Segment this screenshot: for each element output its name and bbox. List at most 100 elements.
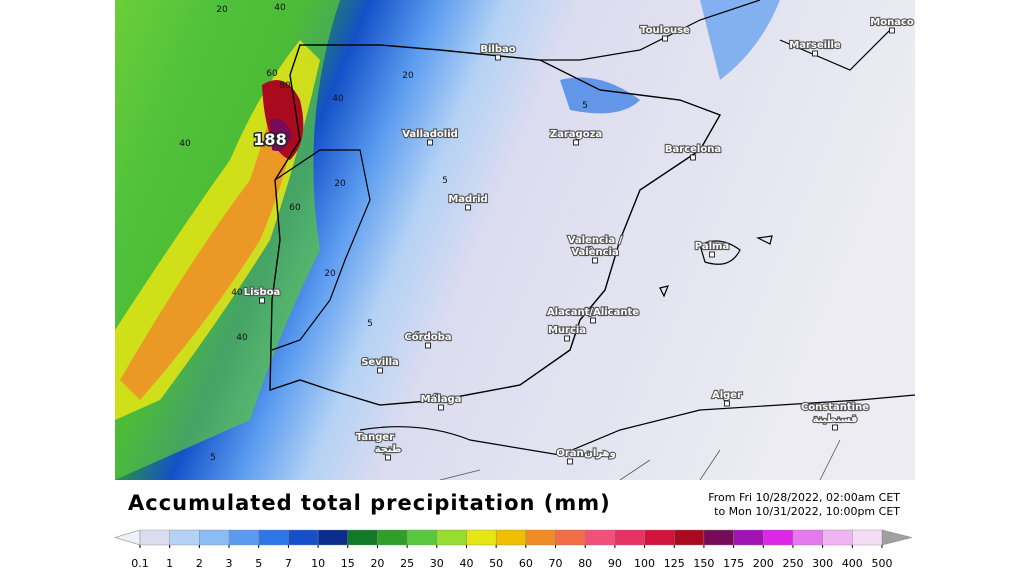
colorbar-label: 20 (370, 557, 384, 570)
contour-label: 5 (582, 101, 588, 111)
contour-label: 40 (274, 3, 286, 13)
city-marker (425, 342, 431, 349)
contour-label: 40 (231, 288, 243, 298)
contour-label: 5 (442, 176, 448, 186)
contour-label: 60 (266, 69, 278, 79)
colorbar-swatch (199, 529, 230, 546)
city-marker (377, 367, 383, 374)
colorbar-label: 80 (578, 557, 592, 570)
colorbar-label: 500 (872, 557, 893, 570)
city-label: Murcia (548, 325, 586, 336)
colorbar-label: 250 (782, 557, 803, 570)
city-label: Oran (556, 448, 583, 459)
city-marker (662, 35, 668, 42)
city-marker (259, 297, 265, 304)
colorbar-label: 5 (255, 557, 262, 570)
contour-label: 188 (253, 130, 286, 149)
contour-label: 20 (324, 269, 336, 279)
colorbar-label: 10 (311, 557, 325, 570)
map-labels: Toulouse Marseille Monaco Bilbao Valladolid Z… (179, 3, 915, 465)
city-marker (690, 154, 696, 161)
contour-label: 60 (289, 203, 301, 213)
colorbar-swatch (703, 529, 734, 546)
colorbar-label: 30 (430, 557, 444, 570)
colorbar-label: 300 (812, 557, 833, 570)
city-marker (724, 400, 730, 407)
colorbar-swatch (644, 529, 675, 546)
city-label: Toulouse (640, 25, 690, 36)
colorbar-label: 7 (285, 557, 292, 570)
city-label: وهران (584, 448, 615, 459)
colorbar-label: 1 (166, 557, 173, 570)
city-label: Valencia / (568, 235, 623, 246)
contour-label: 5 (367, 319, 373, 329)
colorbar-swatch (169, 529, 200, 546)
city-label: València (571, 246, 618, 258)
colorbar-swatch (674, 529, 705, 546)
colorbar-label: 100 (634, 557, 655, 570)
city-marker (465, 204, 471, 211)
colorbar-swatch (139, 529, 170, 546)
colorbar-label: 90 (608, 557, 622, 570)
city-marker (567, 458, 573, 465)
city-label: قسنطينة (813, 414, 858, 425)
colorbar-label: 3 (226, 557, 233, 570)
colorbar-label: 125 (664, 557, 685, 570)
colorbar-swatch (258, 529, 289, 546)
colorbar-swatch (792, 529, 823, 546)
colorbar-swatch (614, 529, 645, 546)
colorbar-label: 200 (753, 557, 774, 570)
colorbar-swatch (585, 529, 616, 546)
city-label: Bilbao (480, 44, 515, 55)
city-marker (812, 50, 818, 57)
city-label: Sevilla (361, 357, 399, 368)
colorbar-swatch (377, 529, 408, 546)
contour-label: 20 (216, 5, 228, 15)
colorbar-swatch (733, 529, 764, 546)
colorbar-label: 40 (459, 557, 473, 570)
city-label: Monaco (870, 17, 914, 28)
colorbar-swatch (822, 529, 853, 546)
map (115, 0, 915, 480)
city-marker (438, 404, 444, 411)
colorbar-label: 15 (341, 557, 355, 570)
city-label: طنجة (375, 444, 402, 455)
title: Accumulated total precipitation (mm) (128, 491, 611, 515)
colorbar-over (881, 529, 913, 546)
colorbar-swatch (763, 529, 794, 546)
colorbar-swatch (466, 529, 497, 546)
city-label: Córdoba (404, 331, 451, 343)
colorbar-swatch (495, 529, 527, 546)
colorbar-swatch (288, 529, 319, 546)
city-label: Valladolid (402, 129, 458, 140)
colorbar: 0.1 1 2 3 5 7 10 15 20 25 30 40 50 60 70 80 90 100 125 150 1… (113, 529, 913, 570)
city-label: Palma (695, 241, 729, 252)
colorbar-label: 25 (400, 557, 414, 570)
city-marker (385, 454, 391, 461)
colorbar-label: 70 (549, 557, 563, 570)
colorbar-label: 150 (693, 557, 714, 570)
colorbar-label: 175 (723, 557, 744, 570)
city-label: Málaga (421, 393, 462, 405)
city-label: Alger (712, 390, 742, 401)
city-label: Barcelona (665, 144, 721, 155)
contour-label: 20 (334, 179, 346, 189)
colorbar-label: 0.1 (131, 557, 149, 570)
city-marker (427, 139, 433, 146)
contour-label: 80 (279, 81, 291, 91)
colorbar-swatch (852, 529, 883, 546)
period-from: From Fri 10/28/2022, 02:00am CET (708, 491, 900, 504)
colorbar-label: 50 (489, 557, 503, 570)
city-label: Lisboa (244, 287, 281, 298)
colorbar-label: 2 (196, 557, 203, 570)
colorbar-swatch (525, 529, 556, 546)
city-marker (590, 317, 596, 324)
colorbar-swatch (406, 529, 437, 546)
colorbar-under (113, 529, 141, 546)
contour-label: 5 (210, 453, 216, 463)
contour-label: 40 (236, 333, 248, 343)
city-marker (832, 424, 838, 431)
colorbar-label: 400 (842, 557, 863, 570)
contour-label: 40 (332, 94, 344, 104)
